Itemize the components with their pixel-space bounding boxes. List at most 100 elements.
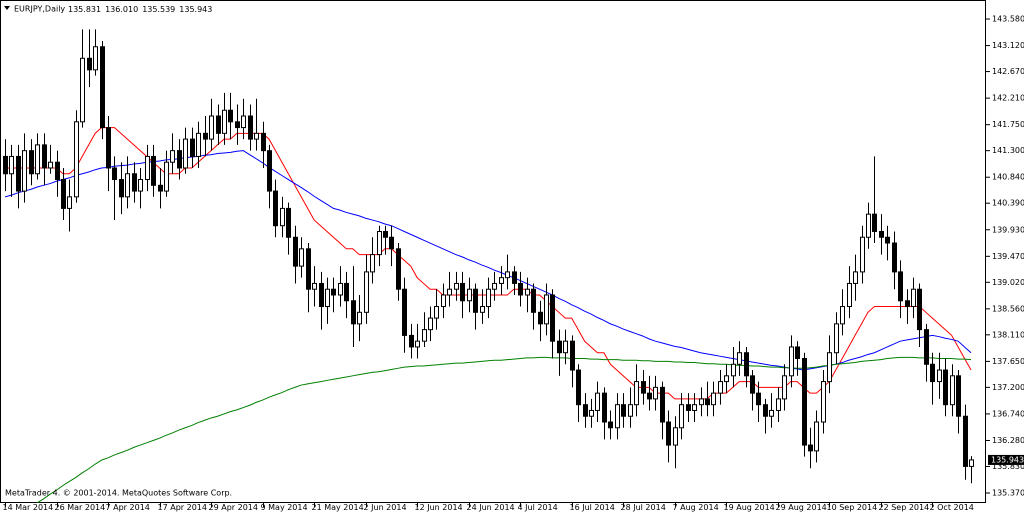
candle-body (428, 317, 433, 331)
candle-body (106, 127, 111, 169)
candle-body (422, 329, 427, 342)
x-tick-label: 21 May 2014 (312, 503, 364, 512)
y-tick-label: 143.580 (992, 15, 1024, 24)
price-box-label: 135.943 (991, 455, 1024, 464)
candle-body (840, 306, 845, 325)
candle-body (480, 306, 485, 313)
y-tick-label: 142.210 (992, 94, 1024, 103)
candle-body (879, 230, 884, 238)
candle-body (344, 282, 349, 302)
x-tick-label: 19 Aug 2014 (724, 503, 775, 512)
candle-body (860, 236, 865, 273)
menu-arrow[interactable] (4, 6, 10, 10)
candle-body (660, 386, 665, 423)
candle-body (9, 155, 14, 175)
candle-body (911, 288, 916, 308)
candle-body (415, 340, 420, 348)
candle-body (892, 242, 897, 273)
footer: MetaTrader 4. © 2001-2014. MetaQuotes So… (5, 489, 232, 498)
candle-body (216, 115, 221, 134)
x-tick-label: 7 Aug 2014 (673, 503, 719, 512)
candle-body (595, 392, 600, 411)
candle-body (138, 179, 143, 192)
x-tick-label: 29 Apr 2014 (209, 503, 258, 512)
x-tick-label: 17 Apr 2014 (158, 503, 207, 512)
candle-body (570, 340, 575, 371)
candle-body (267, 150, 272, 192)
candle-body (222, 109, 227, 134)
x-tick-label: 29 Aug 2014 (776, 503, 827, 512)
x-tick-label: 16 Jul 2014 (570, 503, 615, 512)
candle-body (112, 167, 117, 181)
candle-body (396, 248, 401, 290)
candle-body (467, 288, 472, 302)
candle-body (61, 179, 66, 209)
candle-body (802, 357, 807, 446)
candle-body (306, 248, 311, 290)
y-tick-label: 141.750 (992, 120, 1024, 129)
candle-body (499, 277, 504, 284)
candle-body (763, 404, 768, 417)
candle-body (782, 375, 787, 400)
candle-body (48, 161, 53, 169)
candle-body (924, 329, 929, 365)
candle-body (731, 363, 736, 377)
candle-body (286, 207, 291, 238)
price-box (988, 454, 1024, 465)
y-tick-label: 139.930 (992, 225, 1024, 234)
candle-body (628, 404, 633, 417)
candle-body (248, 115, 253, 140)
candle-body (576, 369, 581, 406)
x-tick-label: 14 Mar 2014 (3, 503, 54, 512)
y-tick-label: 139.020 (992, 278, 1024, 287)
candle-body (434, 306, 439, 319)
candle-body (505, 271, 510, 279)
x-tick-label: 28 Jul 2014 (621, 503, 666, 512)
candle-body (641, 381, 646, 394)
marks (3, 29, 974, 504)
candle-body (756, 392, 761, 406)
candle-body (827, 352, 832, 383)
y-tick-label: 136.280 (992, 436, 1024, 445)
candle-body (177, 150, 182, 169)
candle-body (615, 404, 620, 429)
candle-body (737, 352, 742, 365)
candle-body (724, 375, 729, 383)
y-tick-label: 136.740 (992, 409, 1024, 418)
candle-body (454, 282, 459, 290)
candle-body (312, 282, 317, 290)
candle-body (653, 386, 658, 400)
candle-body (151, 155, 156, 186)
candle-body (370, 254, 375, 273)
candle-body (196, 132, 201, 157)
candle-body (699, 398, 704, 406)
candle-body (795, 346, 800, 359)
chart-title: EURJPY,Daily (14, 5, 65, 14)
candle-body (364, 271, 369, 313)
candle-body (132, 173, 137, 192)
candle-body (29, 150, 34, 175)
candle-body (544, 294, 549, 325)
candle-body (441, 294, 446, 308)
candle-body (280, 207, 285, 227)
candle-body (203, 132, 208, 140)
candle-body (325, 288, 330, 308)
x-tick-label: 12 Jun 2014 (415, 503, 463, 512)
candle-body (119, 179, 124, 198)
candle-body (235, 121, 240, 129)
candle-body (473, 288, 478, 313)
y-tick-label: 135.830 (992, 462, 1024, 471)
candle-body (647, 392, 652, 400)
x-tick-label: 10 Sep 2014 (827, 503, 878, 512)
candle-body (808, 444, 813, 452)
y-tick-label: 141.300 (992, 146, 1024, 155)
candle-body (872, 213, 877, 232)
candle-body (905, 300, 910, 308)
candle-body (55, 161, 60, 181)
candle-body (705, 398, 710, 406)
x-tick-label: 4 Jul 2014 (518, 503, 558, 512)
plot-frame (0, 0, 986, 503)
candle-body (492, 282, 497, 290)
